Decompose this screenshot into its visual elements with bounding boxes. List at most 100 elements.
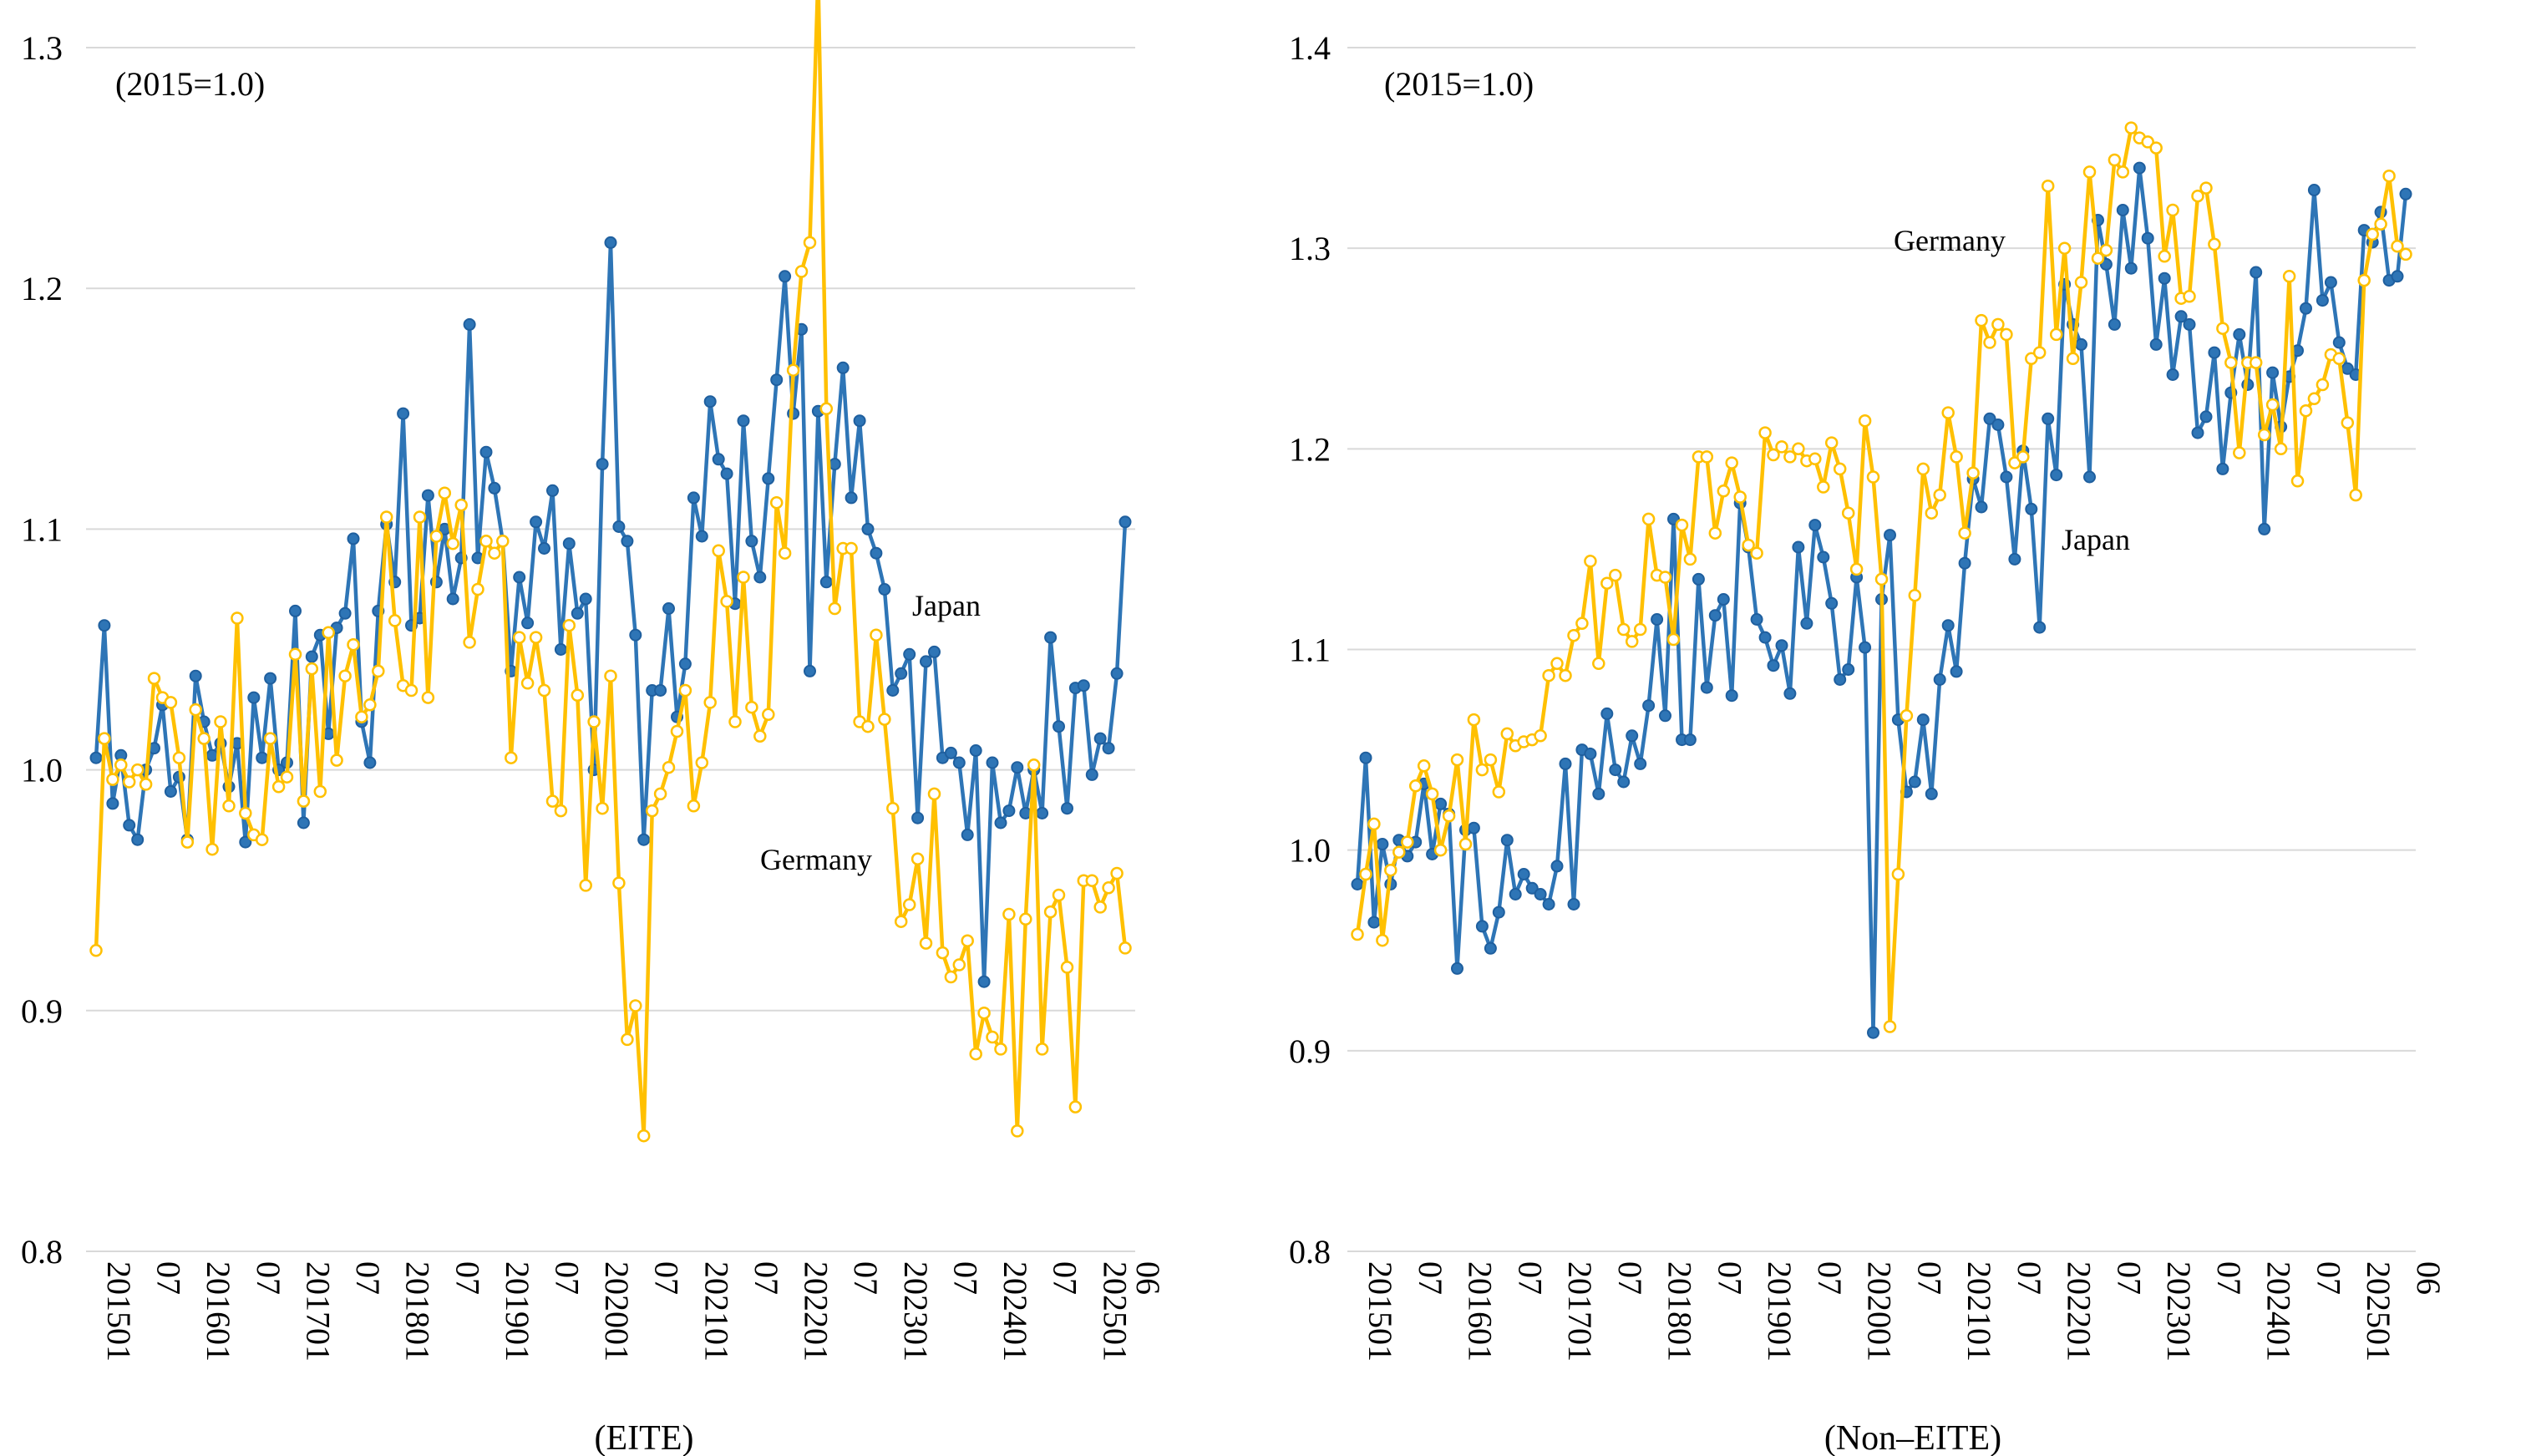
x-tick-label: 202101 xyxy=(697,1261,735,1362)
data-point-japan xyxy=(1817,550,1830,564)
data-point-japan xyxy=(1102,742,1115,755)
data-point-japan xyxy=(239,835,252,849)
data-point-japan xyxy=(662,602,675,615)
data-point-germany xyxy=(1908,588,1922,602)
data-point-japan xyxy=(1842,663,1855,676)
data-point-japan xyxy=(1550,860,1564,873)
data-point-japan xyxy=(1975,500,1988,514)
x-tick-label: 07 xyxy=(549,1261,586,1295)
data-point-germany xyxy=(2124,121,2138,134)
data-point-germany xyxy=(2082,165,2097,179)
data-point-germany xyxy=(372,664,385,678)
data-point-japan xyxy=(1492,906,1505,919)
data-point-germany xyxy=(2374,217,2387,231)
data-point-germany xyxy=(1592,657,1605,671)
data-point-japan xyxy=(1118,515,1132,529)
x-tick-label: 202501 xyxy=(2360,1261,2397,1362)
data-point-japan xyxy=(571,606,584,620)
data-point-germany xyxy=(520,677,535,690)
data-point-germany xyxy=(720,595,733,608)
data-point-germany xyxy=(488,546,501,560)
data-point-germany xyxy=(819,402,834,416)
data-point-germany xyxy=(1733,490,1747,504)
data-point-germany xyxy=(1708,526,1722,540)
data-point-germany xyxy=(571,688,585,703)
data-point-germany xyxy=(1758,426,1772,439)
data-point-japan xyxy=(1933,673,1946,686)
data-point-germany xyxy=(1584,555,1597,568)
x-tick-label: 201901 xyxy=(1761,1261,1798,1362)
data-point-germany xyxy=(894,915,908,928)
data-point-japan xyxy=(1642,699,1656,713)
data-point-japan xyxy=(1717,593,1730,606)
x-tick-label: 07 xyxy=(748,1261,785,1295)
data-point-germany xyxy=(604,669,617,682)
data-point-germany xyxy=(1725,456,1738,469)
data-point-germany xyxy=(537,683,551,698)
data-point-germany xyxy=(927,787,941,801)
data-point-germany xyxy=(338,669,352,682)
data-point-japan xyxy=(1592,787,1605,800)
data-point-germany xyxy=(1093,900,1107,914)
data-point-japan xyxy=(1451,961,1463,975)
data-point-germany xyxy=(870,628,883,642)
data-point-germany xyxy=(438,486,452,500)
data-point-japan xyxy=(2158,271,2171,285)
data-point-germany xyxy=(454,498,468,512)
data-point-japan xyxy=(1376,838,1389,850)
data-point-japan xyxy=(853,414,866,428)
data-point-japan xyxy=(637,833,651,846)
data-point-japan xyxy=(562,537,576,550)
data-point-japan xyxy=(189,669,202,682)
data-point-germany xyxy=(1883,1020,1897,1033)
data-point-japan xyxy=(363,756,377,769)
data-point-japan xyxy=(2042,412,2055,425)
data-point-germany xyxy=(2382,169,2396,183)
x-tick-label: 202301 xyxy=(897,1261,935,1362)
data-point-japan xyxy=(513,571,526,584)
data-point-japan xyxy=(1351,878,1364,890)
y-tick-label: 1.2 xyxy=(21,270,63,307)
data-point-germany xyxy=(263,732,277,745)
data-point-germany xyxy=(1450,753,1464,767)
data-point-japan xyxy=(2324,276,2337,289)
data-point-japan xyxy=(1667,512,1680,525)
data-point-japan xyxy=(1634,757,1647,770)
data-point-germany xyxy=(2049,327,2063,342)
data-point-japan xyxy=(2191,426,2204,439)
data-point-germany xyxy=(2057,241,2072,255)
data-point-japan xyxy=(770,373,784,387)
data-point-japan xyxy=(1700,681,1713,694)
data-point-japan xyxy=(347,532,360,545)
data-point-germany xyxy=(1567,628,1580,642)
x-tick-label: 202501 xyxy=(1096,1261,1134,1362)
y-tick-label: 0.9 xyxy=(21,992,63,1030)
data-point-japan xyxy=(1517,868,1530,880)
y-tick-label: 0.8 xyxy=(1289,1233,1331,1271)
data-point-germany xyxy=(1991,317,2005,332)
data-point-germany xyxy=(1824,436,1839,449)
data-point-japan xyxy=(2300,302,2312,315)
data-point-japan xyxy=(98,619,111,632)
data-point-japan xyxy=(1475,920,1489,933)
data-point-germany xyxy=(1475,763,1489,777)
data-point-germany xyxy=(1658,571,1672,584)
data-point-japan xyxy=(687,491,700,505)
data-point-germany xyxy=(969,1047,982,1061)
data-point-germany xyxy=(554,804,568,818)
data-point-germany xyxy=(271,780,286,794)
data-point-germany xyxy=(429,530,444,543)
data-point-germany xyxy=(222,799,236,813)
data-point-japan xyxy=(2174,310,2188,323)
data-point-germany xyxy=(2116,165,2130,179)
data-point-germany xyxy=(936,946,950,960)
data-point-germany xyxy=(89,944,103,957)
data-point-germany xyxy=(1035,1043,1049,1056)
data-point-germany xyxy=(1027,758,1041,772)
data-point-germany xyxy=(1068,1100,1083,1114)
data-point-germany xyxy=(952,958,966,972)
data-point-germany xyxy=(1849,562,1864,576)
data-point-japan xyxy=(1036,807,1049,819)
data-point-germany xyxy=(1417,759,1431,773)
x-tick-label: 06 xyxy=(2410,1261,2447,1295)
